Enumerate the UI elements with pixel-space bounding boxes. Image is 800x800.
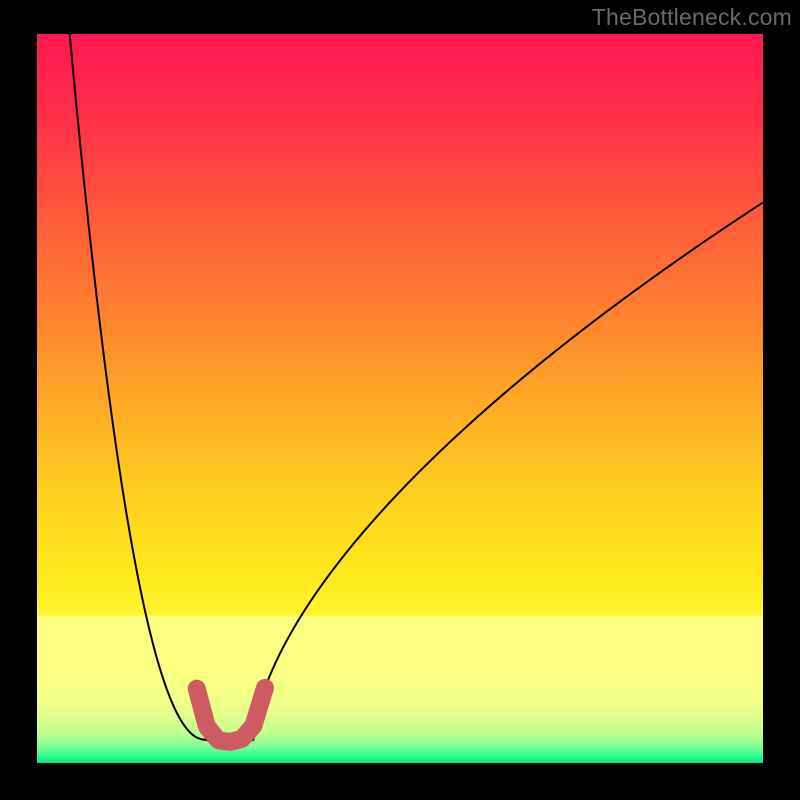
bottleneck-chart [0,0,800,800]
gradient-background [37,34,763,763]
watermark-text: TheBottleneck.com [592,4,792,31]
